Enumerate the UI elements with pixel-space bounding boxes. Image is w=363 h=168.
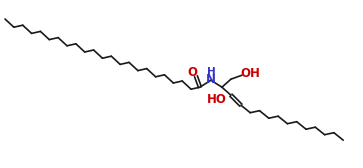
Text: HO: HO [207,93,227,106]
Text: O: O [187,66,197,79]
Text: OH: OH [240,67,260,80]
Text: H: H [207,67,215,77]
Text: N: N [206,73,216,86]
